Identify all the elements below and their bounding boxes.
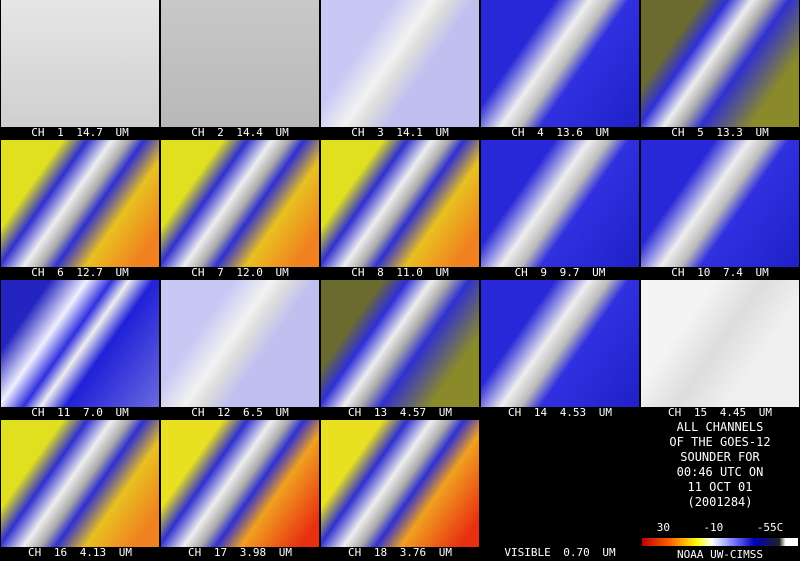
channel-label: CH 11 7.0 UM: [31, 406, 129, 419]
channel-image: [161, 420, 319, 547]
channel-image: [481, 0, 639, 127]
channel-label: CH 17 3.98 UM: [187, 546, 293, 559]
channel-image: [481, 420, 639, 547]
panel: CH 10 7.4 UM: [640, 140, 800, 280]
panel: CH 8 11.0 UM: [320, 140, 480, 280]
info-lines: ALL CHANNELS OF THE GOES-12 SOUNDER FOR 00:…: [640, 420, 800, 510]
channel-image: [641, 0, 799, 127]
channel-image: [161, 140, 319, 267]
channel-label: CH 18 3.76 UM: [347, 546, 453, 559]
info-line: 11 OCT 01: [687, 480, 753, 494]
channel-label: CH 2 14.4 UM: [191, 126, 289, 139]
channel-label: CH 7 12.0 UM: [191, 266, 289, 279]
panel: CH 14 4.53 UM: [480, 280, 640, 420]
channel-label: CH 4 13.6 UM: [511, 126, 609, 139]
scale-label: 30: [656, 521, 670, 534]
channel-image: [321, 0, 479, 127]
panel: CH 13 4.57 UM: [320, 280, 480, 420]
info-line: 00:46 UTC ON: [676, 465, 764, 479]
panel: CH 4 13.6 UM: [480, 0, 640, 140]
panel: CH 12 6.5 UM: [160, 280, 320, 420]
channel-label: CH 6 12.7 UM: [31, 266, 129, 279]
panel: CH 11 7.0 UM: [0, 280, 160, 420]
channel-label: CH 3 14.1 UM: [351, 126, 449, 139]
channel-image: [481, 140, 639, 267]
channel-label: CH 13 4.57 UM: [347, 406, 453, 419]
panel: CH 18 3.76 UM: [320, 420, 480, 560]
channel-label: CH 14 4.53 UM: [507, 406, 613, 419]
channel-image: [1, 280, 159, 407]
panel: CH 3 14.1 UM: [320, 0, 480, 140]
channel-label: CH 10 7.4 UM: [671, 266, 769, 279]
scale-label: -55C: [756, 521, 784, 534]
channel-label: CH 9 9.7 UM: [514, 266, 606, 279]
channel-image: [161, 280, 319, 407]
channel-image: [481, 280, 639, 407]
channel-image: [321, 420, 479, 547]
credit: NOAA UW-CIMSS: [676, 548, 764, 561]
panel: CH 6 12.7 UM: [0, 140, 160, 280]
panel: VISIBLE 0.70 UM: [480, 420, 640, 560]
info-line: ALL CHANNELS: [676, 420, 764, 434]
scale-labels: 30 -10 -55C: [640, 521, 800, 535]
channel-image: [161, 0, 319, 127]
channel-image: [641, 280, 799, 407]
channel-image: [641, 140, 799, 267]
color-bar: [642, 538, 798, 546]
info-line: SOUNDER FOR: [680, 450, 760, 464]
panel: CH 9 9.7 UM: [480, 140, 640, 280]
channel-image: [1, 420, 159, 547]
panel: CH 15 4.45 UM: [640, 280, 800, 420]
info-line: (2001284): [687, 495, 753, 509]
panel: CH 1 14.7 UM: [0, 0, 160, 140]
panel: CH 5 13.3 UM: [640, 0, 800, 140]
channel-image: [321, 140, 479, 267]
scale-label: -10: [703, 521, 724, 534]
panel: CH 2 14.4 UM: [160, 0, 320, 140]
info-panel: ALL CHANNELS OF THE GOES-12 SOUNDER FOR 00:…: [640, 420, 800, 560]
channel-label: CH 15 4.45 UM: [667, 406, 773, 419]
channel-label: CH 16 4.13 UM: [27, 546, 133, 559]
channel-image: [1, 140, 159, 267]
channel-label: CH 5 13.3 UM: [671, 126, 769, 139]
panel: CH 16 4.13 UM: [0, 420, 160, 560]
channel-label: VISIBLE 0.70 UM: [504, 546, 616, 559]
channel-label: CH 8 11.0 UM: [351, 266, 449, 279]
channel-image: [321, 280, 479, 407]
channel-image: [1, 0, 159, 127]
panel: CH 17 3.98 UM: [160, 420, 320, 560]
panel: CH 7 12.0 UM: [160, 140, 320, 280]
channel-label: CH 1 14.7 UM: [31, 126, 129, 139]
info-line: OF THE GOES-12: [669, 435, 771, 449]
channel-label: CH 12 6.5 UM: [191, 406, 289, 419]
